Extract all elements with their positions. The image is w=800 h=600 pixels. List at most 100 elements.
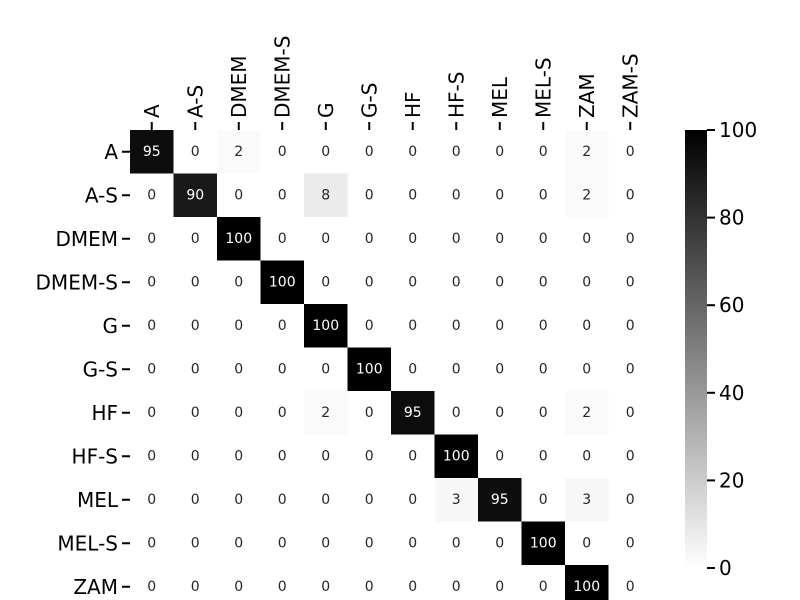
cell-value-label: 3 xyxy=(452,492,461,508)
cell-MEL-S-HF xyxy=(391,521,435,566)
cell-HF-ZAM-S xyxy=(608,391,653,435)
cell-value-label: 0 xyxy=(626,231,635,247)
cell-G-DMEM xyxy=(217,304,261,348)
cell-DMEM-DMEM-S xyxy=(260,217,305,261)
cell-value-label: 0 xyxy=(321,535,330,551)
cell-value-label: 100 xyxy=(530,535,557,551)
cell-ZAM-DMEM xyxy=(217,565,261,600)
cell-value-label: 0 xyxy=(495,579,504,595)
cell-value-label: 0 xyxy=(147,405,156,421)
cell-value-label: 0 xyxy=(539,318,548,334)
cell-ZAM-A-S xyxy=(173,565,218,600)
cell-value-label: 0 xyxy=(582,448,591,464)
cell-DMEM-HF-S xyxy=(434,217,479,261)
cell-G-S-DMEM-S xyxy=(260,347,305,392)
cell-DMEM-S-HF xyxy=(391,260,435,305)
cell-HF-S-A xyxy=(130,434,174,479)
cell-ZAM-MEL xyxy=(478,565,522,600)
cell-value-label: 0 xyxy=(278,187,287,203)
cell-HF-DMEM-S xyxy=(260,391,305,435)
x-tick-label: DMEM xyxy=(227,55,251,118)
cell-G-S-A-S xyxy=(173,347,218,392)
cell-value-label: 0 xyxy=(321,361,330,377)
cell-DMEM-S-G-S xyxy=(347,260,392,305)
cell-MEL-S-MEL-S xyxy=(521,521,566,566)
cell-value-label: 0 xyxy=(147,274,156,290)
cell-value-label: 0 xyxy=(278,361,287,377)
cell-value-label: 0 xyxy=(582,274,591,290)
cell-HF-G xyxy=(304,391,348,435)
cell-value-label: 0 xyxy=(365,405,374,421)
cell-value-label: 0 xyxy=(408,187,417,203)
cell-A-S-MEL-S xyxy=(521,173,566,218)
cell-A-A-S xyxy=(173,130,218,174)
x-tick-label: HF xyxy=(401,91,425,118)
y-tick-label: G xyxy=(103,314,119,338)
cell-A-S-G-S xyxy=(347,173,392,218)
cell-value-label: 0 xyxy=(452,144,461,160)
cell-value-label: 2 xyxy=(321,405,330,421)
cell-HF-S-A-S xyxy=(173,434,218,479)
colorbar-tick-label: 40 xyxy=(719,381,744,405)
cell-value-label: 100 xyxy=(269,274,296,290)
cell-HF-A-S xyxy=(173,391,218,435)
cell-value-label: 0 xyxy=(234,579,243,595)
cell-value-label: 0 xyxy=(191,535,200,551)
x-axis-ticks: A A-S DMEM DMEM-S G G-S HF HF-S MEL MEL-S ZAM ZAM-S xyxy=(140,36,642,130)
cell-A-S-G xyxy=(304,173,348,218)
cell-DMEM-S-MEL-S xyxy=(521,260,566,305)
cell-G-S-ZAM-S xyxy=(608,347,653,392)
cell-G-G xyxy=(304,304,348,348)
cell-ZAM-A xyxy=(130,565,174,600)
cell-A-G xyxy=(304,130,348,174)
cell-DMEM-ZAM-S xyxy=(608,217,653,261)
cell-DMEM-G-S xyxy=(347,217,392,261)
cell-G-HF xyxy=(391,304,435,348)
cell-value-label: 0 xyxy=(365,492,374,508)
cell-value-label: 0 xyxy=(234,361,243,377)
cell-value-label: 2 xyxy=(582,405,591,421)
cell-value-label: 0 xyxy=(147,579,156,595)
cell-ZAM-DMEM-S xyxy=(260,565,305,600)
cell-value-label: 0 xyxy=(234,318,243,334)
y-tick-label: HF xyxy=(91,401,118,425)
cell-value-label: 0 xyxy=(495,448,504,464)
cell-value-label: 0 xyxy=(408,448,417,464)
cell-MEL-ZAM-S xyxy=(608,478,653,522)
y-tick-label: MEL xyxy=(77,488,119,512)
cell-ZAM-G xyxy=(304,565,348,600)
cell-value-label: 0 xyxy=(626,274,635,290)
cell-A-MEL-S xyxy=(521,130,566,174)
cell-value-label: 0 xyxy=(191,405,200,421)
cell-HF-MEL-S xyxy=(521,391,566,435)
cell-MEL-A xyxy=(130,478,174,522)
cell-G-S-ZAM xyxy=(565,347,609,392)
cell-MEL-S-DMEM xyxy=(217,521,261,566)
cell-value-label: 0 xyxy=(234,492,243,508)
cell-value-label: 0 xyxy=(408,231,417,247)
cell-value-label: 0 xyxy=(147,318,156,334)
cell-MEL-S-G-S xyxy=(347,521,392,566)
x-tick-label: A-S xyxy=(183,85,207,118)
cell-value-label: 0 xyxy=(495,405,504,421)
cell-HF-S-MEL-S xyxy=(521,434,566,479)
cell-value-label: 0 xyxy=(191,144,200,160)
cell-G-HF-S xyxy=(434,304,479,348)
colorbar: 0 20 40 60 80 100 xyxy=(685,118,757,580)
cell-value-label: 0 xyxy=(495,318,504,334)
cell-value-label: 0 xyxy=(278,535,287,551)
cell-ZAM-MEL-S xyxy=(521,565,566,600)
cell-value-label: 0 xyxy=(626,318,635,334)
cell-DMEM-S-G xyxy=(304,260,348,305)
cell-A-S-A xyxy=(130,173,174,218)
cell-value-label: 0 xyxy=(234,448,243,464)
cell-HF-A xyxy=(130,391,174,435)
cell-HF-S-MEL xyxy=(478,434,522,479)
colorbar-tick-label: 100 xyxy=(719,118,757,142)
cell-DMEM-S-HF-S xyxy=(434,260,479,305)
cell-value-label: 0 xyxy=(452,361,461,377)
cell-value-label: 0 xyxy=(365,535,374,551)
cell-DMEM-S-A xyxy=(130,260,174,305)
cell-MEL-S-A xyxy=(130,521,174,566)
cell-G-S-G-S xyxy=(347,347,392,392)
